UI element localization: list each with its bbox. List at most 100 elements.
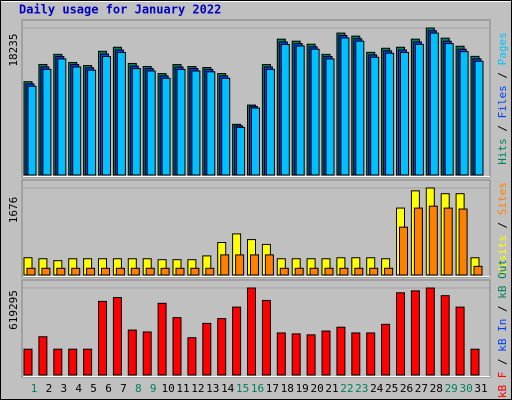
x-tick-label: 2 xyxy=(46,382,53,395)
x-tick-label: 6 xyxy=(105,382,112,395)
x-tick-label: 3 xyxy=(60,382,67,395)
bar xyxy=(265,68,275,176)
bar xyxy=(205,267,215,276)
x-tick-label: 29 xyxy=(445,382,458,395)
bar xyxy=(280,43,290,176)
bar xyxy=(425,287,435,376)
bar xyxy=(473,265,483,276)
legend: Hits / Files / Pages xyxy=(496,32,509,165)
bar xyxy=(247,287,256,376)
bar xyxy=(369,267,379,276)
bar xyxy=(72,66,82,176)
bar xyxy=(306,334,316,376)
bar xyxy=(101,267,110,276)
x-tick-label: 26 xyxy=(400,382,413,395)
legend-entry: Pages xyxy=(496,32,509,65)
chart-title: Daily usage for January 2022 xyxy=(19,3,221,17)
bar xyxy=(146,70,156,176)
legend-entry: kB Out xyxy=(496,259,509,299)
bar xyxy=(112,297,122,376)
legend-separator: / xyxy=(496,299,509,319)
bar xyxy=(56,267,66,276)
x-tick-label: 16 xyxy=(251,382,264,395)
bar xyxy=(145,267,155,276)
bar xyxy=(310,48,320,176)
bar xyxy=(381,323,391,376)
bar xyxy=(261,299,271,376)
bar xyxy=(400,51,409,176)
bar xyxy=(251,107,260,176)
bar xyxy=(86,267,96,276)
bar xyxy=(232,306,242,376)
bar xyxy=(295,45,305,176)
bar xyxy=(294,267,304,276)
x-tick-label: 17 xyxy=(266,382,279,395)
x-tick-label: 13 xyxy=(206,382,219,395)
bar xyxy=(41,267,51,276)
bar xyxy=(366,332,376,376)
x-tick-label: 10 xyxy=(161,382,174,395)
bar xyxy=(217,318,227,376)
bar xyxy=(410,290,420,376)
bar xyxy=(202,322,212,376)
bar xyxy=(142,331,152,376)
bar xyxy=(429,32,439,176)
bar xyxy=(396,292,405,376)
bar xyxy=(131,68,141,176)
legend: kB F / kB In / kB Out xyxy=(496,259,509,398)
bar xyxy=(370,56,380,176)
bar xyxy=(191,70,201,176)
bar xyxy=(26,267,36,276)
bar xyxy=(130,267,140,276)
bar xyxy=(157,302,167,376)
bar xyxy=(455,306,465,376)
bar xyxy=(115,267,125,276)
bar xyxy=(414,43,424,176)
bar xyxy=(190,267,200,276)
bar xyxy=(172,317,182,376)
bar xyxy=(276,332,286,376)
legend-entry: Visits xyxy=(496,235,509,275)
x-tick-label: 5 xyxy=(90,382,97,395)
x-tick-label: 25 xyxy=(385,382,398,395)
legend-separator: / xyxy=(496,352,509,372)
bar xyxy=(384,267,394,276)
x-tick-label: 4 xyxy=(75,382,82,395)
legend-entry: Files xyxy=(496,85,509,118)
bar xyxy=(42,68,52,176)
bar xyxy=(444,43,454,176)
bar xyxy=(354,267,364,276)
bar xyxy=(458,208,468,276)
legend-separator: / xyxy=(496,65,509,85)
x-tick-label: 15 xyxy=(236,382,249,395)
legend-entry: kB F xyxy=(496,372,509,399)
bar xyxy=(325,58,335,176)
y-tick-label: 1676 xyxy=(7,197,20,224)
bar xyxy=(440,295,450,376)
bar xyxy=(27,85,37,176)
bar xyxy=(71,267,81,276)
legend-separator: / xyxy=(496,118,509,138)
bar xyxy=(236,126,246,176)
x-tick-label: 18 xyxy=(281,382,294,395)
bar xyxy=(351,332,361,376)
x-tick-label: 27 xyxy=(415,382,428,395)
bar xyxy=(161,77,171,176)
bar xyxy=(83,348,93,376)
bar xyxy=(206,71,216,176)
x-tick-label: 31 xyxy=(474,382,487,395)
bar xyxy=(279,267,289,276)
bar xyxy=(57,58,67,176)
bar xyxy=(87,69,97,176)
bar xyxy=(355,40,365,176)
x-tick-label: 20 xyxy=(310,382,323,395)
x-tick-label: 11 xyxy=(176,382,189,395)
bar xyxy=(221,77,231,176)
x-tick-label: 12 xyxy=(191,382,204,395)
x-tick-label: 9 xyxy=(150,382,157,395)
bar xyxy=(291,333,301,376)
x-tick-label: 8 xyxy=(135,382,142,395)
legend: Visits / Sites xyxy=(496,182,509,275)
